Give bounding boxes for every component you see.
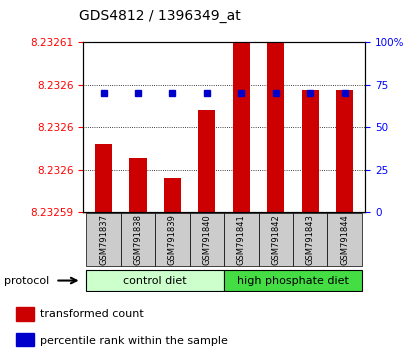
Bar: [233, 42, 250, 212]
Text: GDS4812 / 1396349_at: GDS4812 / 1396349_at: [79, 9, 241, 23]
Bar: [198, 110, 215, 212]
Text: GSM791839: GSM791839: [168, 215, 177, 265]
Bar: [129, 158, 146, 212]
Bar: [16, 333, 34, 347]
Text: transformed count: transformed count: [40, 309, 144, 319]
Bar: [164, 178, 181, 212]
Text: GSM791841: GSM791841: [237, 215, 246, 265]
Text: GSM791837: GSM791837: [99, 214, 108, 266]
Text: high phosphate diet: high phosphate diet: [237, 275, 349, 286]
FancyBboxPatch shape: [121, 213, 155, 266]
Text: GSM791844: GSM791844: [340, 215, 349, 265]
Text: GSM791842: GSM791842: [271, 215, 280, 265]
FancyBboxPatch shape: [190, 213, 224, 266]
FancyBboxPatch shape: [327, 213, 362, 266]
Text: percentile rank within the sample: percentile rank within the sample: [40, 336, 228, 346]
Text: GSM791843: GSM791843: [305, 215, 315, 265]
Bar: [267, 8, 284, 212]
Text: GSM791840: GSM791840: [203, 215, 211, 265]
Text: GSM791838: GSM791838: [134, 214, 143, 266]
FancyBboxPatch shape: [86, 270, 224, 291]
Text: control diet: control diet: [123, 275, 187, 286]
Bar: [16, 307, 34, 321]
FancyBboxPatch shape: [86, 213, 121, 266]
FancyBboxPatch shape: [155, 213, 190, 266]
Text: protocol: protocol: [4, 275, 49, 286]
Bar: [302, 90, 319, 212]
FancyBboxPatch shape: [224, 213, 259, 266]
FancyBboxPatch shape: [224, 270, 362, 291]
FancyBboxPatch shape: [293, 213, 327, 266]
Bar: [95, 144, 112, 212]
FancyBboxPatch shape: [259, 213, 293, 266]
Bar: [336, 90, 353, 212]
